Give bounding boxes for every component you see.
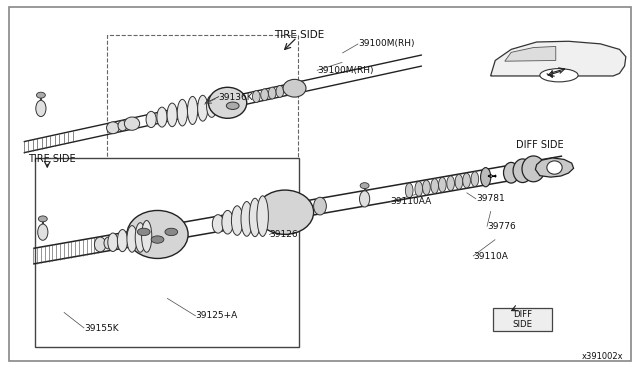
Ellipse shape [252,91,260,102]
Ellipse shape [463,173,470,188]
Text: 39125+A: 39125+A [196,311,238,320]
Ellipse shape [232,206,243,235]
Text: 39126: 39126 [269,230,298,239]
Ellipse shape [165,228,178,235]
Ellipse shape [36,92,45,98]
Ellipse shape [108,233,118,251]
Ellipse shape [209,87,246,118]
Text: DIFF SIDE: DIFF SIDE [516,140,564,150]
Ellipse shape [415,182,422,196]
Ellipse shape [177,99,188,126]
Text: TIRE SIDE: TIRE SIDE [28,154,76,164]
Ellipse shape [146,111,156,128]
Ellipse shape [138,228,150,235]
Ellipse shape [431,179,438,193]
Text: 39781: 39781 [476,195,505,203]
Text: 39155K: 39155K [84,324,119,333]
Ellipse shape [117,230,127,252]
Polygon shape [536,158,573,177]
Ellipse shape [188,96,198,125]
Ellipse shape [124,117,140,130]
Ellipse shape [257,196,268,237]
Ellipse shape [283,79,306,97]
Text: 39776: 39776 [487,222,516,231]
Ellipse shape [504,163,519,183]
Ellipse shape [198,95,208,121]
Text: TIRE SIDE: TIRE SIDE [274,31,324,40]
Ellipse shape [212,215,224,233]
Bar [493,308,552,331]
Ellipse shape [222,211,234,234]
Ellipse shape [141,221,152,252]
Ellipse shape [157,107,167,127]
Text: 39110A: 39110A [473,251,508,261]
Ellipse shape [106,122,119,134]
Text: DIFF
SIDE: DIFF SIDE [513,310,532,329]
Ellipse shape [151,236,164,243]
Ellipse shape [207,95,217,117]
Text: 39100M(RH): 39100M(RH) [317,66,373,75]
Ellipse shape [481,168,491,187]
Ellipse shape [256,190,314,234]
Ellipse shape [513,159,532,183]
Ellipse shape [167,103,177,127]
Ellipse shape [522,156,545,182]
Ellipse shape [276,86,284,97]
Ellipse shape [268,87,276,99]
Ellipse shape [249,198,260,237]
Ellipse shape [118,121,127,131]
Ellipse shape [360,191,370,207]
Ellipse shape [95,237,106,252]
Ellipse shape [471,172,479,186]
Ellipse shape [314,197,326,215]
Ellipse shape [438,177,446,192]
Ellipse shape [127,226,137,252]
Text: 39136K: 39136K [218,93,253,102]
Ellipse shape [127,211,188,259]
Text: 39110AA: 39110AA [390,197,431,206]
Bar [106,35,298,166]
Ellipse shape [38,224,48,240]
Ellipse shape [227,102,239,109]
Ellipse shape [104,237,113,249]
Ellipse shape [135,223,145,252]
Ellipse shape [260,89,268,101]
Polygon shape [505,46,556,61]
Ellipse shape [547,161,562,174]
Ellipse shape [241,202,252,236]
Ellipse shape [38,216,47,222]
Ellipse shape [360,183,369,189]
Ellipse shape [447,176,454,191]
Text: 39100M(RH): 39100M(RH) [358,39,415,48]
Ellipse shape [540,68,578,82]
Bar [35,158,299,347]
Ellipse shape [405,183,413,198]
Text: x391002x: x391002x [581,352,623,361]
Ellipse shape [36,100,46,116]
Ellipse shape [455,174,463,189]
Polygon shape [491,41,626,76]
Ellipse shape [422,180,430,195]
